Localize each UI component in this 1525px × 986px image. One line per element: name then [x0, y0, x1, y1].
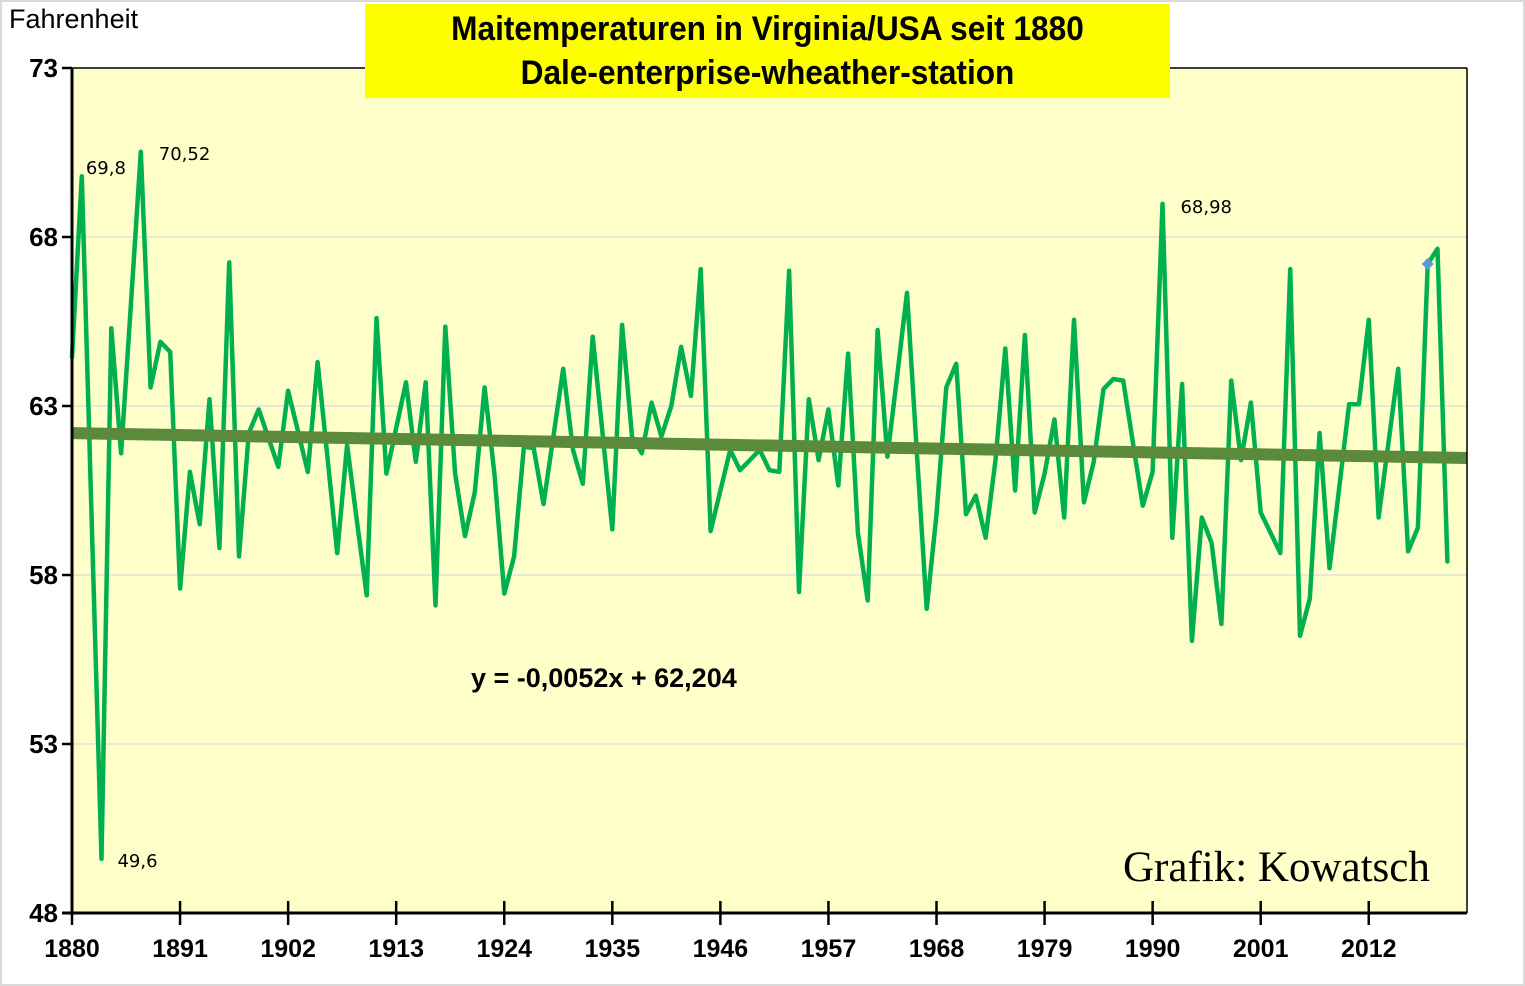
data-label: 69,8	[86, 158, 126, 179]
y-tick-label: 53	[29, 729, 58, 759]
chart-credit: Grafik: Kowatsch	[1123, 844, 1430, 891]
y-tick-label: 48	[29, 898, 58, 928]
y-tick-label: 63	[29, 391, 58, 421]
x-tick-label: 1902	[260, 935, 316, 963]
axes: 73 68 63 58 53 48 1880 1891 1902 1913 1924 1935 1946…	[29, 53, 1468, 963]
x-tick-label: 1979	[1017, 935, 1073, 963]
x-tick-label: 1946	[693, 935, 749, 963]
x-tick-label: 1957	[801, 935, 857, 963]
data-label: 68,98	[1180, 197, 1232, 218]
x-tick-label: 1913	[368, 935, 424, 963]
y-axis-unit-label: Fahrenheit	[9, 4, 139, 34]
x-tick-label: 2012	[1341, 935, 1397, 963]
x-tick-label: 1924	[476, 935, 532, 963]
chart-subtitle: Dale-enterprise-wheather-station	[520, 54, 1015, 92]
trendline-equation: y = -0,0052x + 62,204	[471, 663, 737, 693]
data-label: 49,6	[117, 851, 157, 872]
y-tick-label: 68	[29, 222, 58, 252]
x-tick-label: 1968	[909, 935, 965, 963]
trendline-layer	[71, 258, 1468, 465]
x-tick-label: 1990	[1125, 935, 1181, 963]
trendline	[71, 427, 1468, 465]
y-tick-label: 58	[29, 560, 58, 590]
data-label: 70,52	[159, 144, 211, 165]
y-tick-label: 73	[29, 53, 58, 83]
x-tick-label: 1891	[152, 935, 208, 963]
x-tick-label: 1880	[44, 935, 100, 963]
annotation-layer: 69,8 70,52 49,6 68,98	[86, 144, 1232, 872]
chart-title: Maitemperaturen in Virginia/USA seit 188…	[451, 10, 1084, 48]
highlight-marker	[1421, 258, 1434, 271]
plot-area	[72, 68, 1467, 913]
x-tick-label: 1935	[585, 935, 641, 963]
x-tick-label: 2001	[1233, 935, 1289, 963]
chart-title-box: Maitemperaturen in Virginia/USA seit 188…	[365, 4, 1170, 98]
